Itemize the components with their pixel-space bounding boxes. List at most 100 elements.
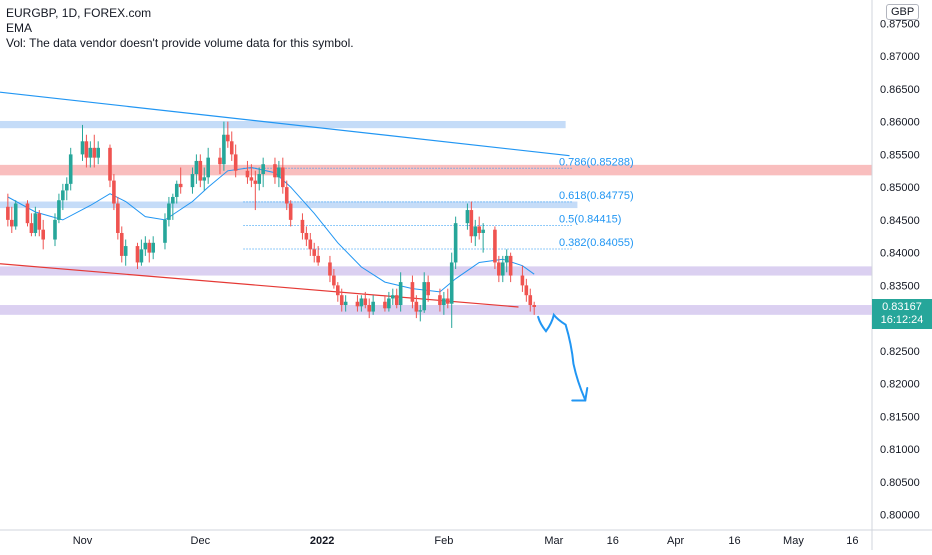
candle-2021-10-21[interactable] — [37, 210, 42, 237]
candle-2022-01-03[interactable] — [328, 255, 332, 283]
candle-2021-12-15[interactable] — [253, 170, 258, 211]
candle-2022-01-06[interactable] — [339, 288, 344, 312]
candle-2021-11-04[interactable] — [92, 134, 97, 168]
candle-2021-12-27[interactable] — [300, 213, 305, 240]
candle-2021-10-26[interactable] — [57, 193, 61, 224]
zone-red[interactable] — [0, 164, 872, 176]
candle-2021-12-30[interactable] — [312, 242, 317, 263]
candle-2022-02-23[interactable] — [528, 288, 533, 312]
candle-2021-12-17[interactable] — [261, 157, 265, 188]
candle-2022-02-04[interactable] — [453, 216, 458, 269]
candle-2022-01-17[interactable] — [383, 295, 387, 312]
candle-2021-11-10[interactable] — [116, 196, 120, 240]
candle-2022-01-21[interactable] — [398, 272, 403, 312]
candle-2022-01-07[interactable] — [343, 295, 348, 312]
candle-2021-11-08[interactable] — [108, 144, 112, 188]
candle-2021-10-25[interactable] — [53, 213, 57, 247]
candle-2021-11-03[interactable] — [88, 141, 93, 168]
candle-2021-12-10[interactable] — [233, 144, 238, 178]
candle-2022-02-07[interactable] — [465, 203, 470, 230]
candle-2021-11-25[interactable] — [174, 180, 179, 204]
candle-2021-12-08[interactable] — [226, 121, 230, 148]
candle-2022-02-09[interactable] — [473, 219, 478, 247]
candle-2022-02-21[interactable] — [520, 265, 525, 292]
candle-2021-11-05[interactable] — [96, 141, 100, 165]
red-trendline[interactable] — [0, 263, 519, 308]
candle-2021-12-01[interactable] — [198, 154, 203, 188]
candle-2021-11-26[interactable] — [178, 167, 183, 194]
candle-2022-01-20[interactable] — [394, 288, 399, 309]
candle-2022-02-18[interactable] — [508, 252, 513, 283]
candle-2022-01-18[interactable] — [387, 291, 391, 312]
candle-2021-12-20[interactable] — [273, 157, 277, 184]
candle-2021-12-16[interactable] — [257, 167, 262, 191]
currency-button[interactable]: GBP — [886, 4, 920, 20]
candle-2021-11-30[interactable] — [194, 154, 199, 184]
candle-2021-12-22[interactable] — [281, 157, 285, 194]
candle-2021-10-28[interactable] — [64, 177, 69, 201]
candle-2022-01-14[interactable] — [371, 295, 375, 315]
candle-2022-01-11[interactable] — [359, 295, 364, 312]
candle-2021-12-03[interactable] — [206, 147, 210, 184]
candle-2021-10-13[interactable] — [6, 193, 10, 227]
candle-2022-01-12[interactable] — [363, 291, 368, 309]
candle-2022-02-11[interactable] — [481, 223, 485, 253]
candle-2021-10-19[interactable] — [29, 213, 34, 237]
candle-2021-11-17[interactable] — [143, 236, 148, 256]
candle-2022-02-08[interactable] — [469, 201, 474, 243]
zone-purple-upper[interactable] — [0, 266, 872, 276]
candle-2021-10-20[interactable] — [33, 206, 38, 237]
candle-2021-12-23[interactable] — [284, 180, 289, 211]
zone-purple-lower[interactable] — [0, 305, 872, 315]
zone-blue-mid[interactable] — [0, 201, 578, 209]
candle-2021-11-01[interactable] — [80, 124, 85, 161]
candle-2021-12-09[interactable] — [229, 131, 234, 161]
candle-2021-11-18[interactable] — [147, 239, 152, 263]
candle-2022-02-10[interactable] — [477, 216, 482, 240]
candle-2021-12-02[interactable] — [202, 167, 207, 191]
candle-2022-01-13[interactable] — [367, 298, 372, 319]
candle-2022-02-14[interactable] — [493, 226, 497, 269]
price-axis-bg[interactable] — [872, 0, 932, 550]
candle-2021-11-19[interactable] — [151, 236, 155, 260]
candle-2022-02-01[interactable] — [442, 291, 446, 315]
candle-2022-01-26[interactable] — [418, 305, 423, 322]
candle-2022-02-24[interactable] — [532, 301, 536, 315]
candle-2021-12-31[interactable] — [316, 246, 320, 266]
vol-label[interactable]: Vol: The data vendor doesn't provide vol… — [6, 36, 498, 51]
candle-2022-02-03[interactable] — [449, 252, 454, 328]
candle-2022-01-24[interactable] — [410, 275, 415, 309]
candle-2021-10-18[interactable] — [25, 200, 30, 227]
candle-2021-12-21[interactable] — [277, 160, 281, 188]
candle-2021-11-16[interactable] — [139, 239, 144, 266]
candle-2021-10-14[interactable] — [9, 206, 14, 233]
candle-2022-02-22[interactable] — [524, 278, 529, 302]
candle-2022-02-02[interactable] — [445, 288, 450, 309]
candle-2021-11-11[interactable] — [119, 226, 124, 263]
zone-blue-top[interactable] — [0, 120, 566, 129]
candle-2021-10-29[interactable] — [68, 147, 73, 191]
candle-2022-01-25[interactable] — [414, 295, 419, 319]
candle-2021-12-29[interactable] — [308, 232, 313, 256]
candle-2022-01-19[interactable] — [390, 288, 395, 306]
candle-2022-01-28[interactable] — [426, 275, 430, 302]
candle-2022-01-31[interactable] — [438, 288, 442, 312]
candle-2021-11-09[interactable] — [112, 174, 116, 211]
candle-2022-01-04[interactable] — [332, 269, 336, 289]
candle-2021-12-07[interactable] — [222, 121, 226, 171]
candle-2021-11-29[interactable] — [190, 167, 195, 194]
candle-2022-02-17[interactable] — [504, 249, 509, 273]
candle-2022-01-27[interactable] — [422, 272, 427, 313]
candle-2021-12-14[interactable] — [249, 164, 254, 188]
candle-2021-12-24[interactable] — [288, 200, 293, 227]
candle-2021-10-15[interactable] — [13, 200, 18, 230]
candle-2021-11-23[interactable] — [167, 196, 171, 227]
candle-2022-02-15[interactable] — [497, 255, 501, 283]
candle-2021-11-15[interactable] — [135, 242, 140, 269]
projection-arrow[interactable] — [537, 312, 587, 401]
candle-2022-02-16[interactable] — [500, 255, 505, 283]
candle-2021-12-28[interactable] — [304, 226, 309, 247]
symbol-line[interactable]: EURGBP, 1D, FOREX.com — [6, 6, 152, 20]
candle-2021-11-12[interactable] — [123, 239, 128, 266]
